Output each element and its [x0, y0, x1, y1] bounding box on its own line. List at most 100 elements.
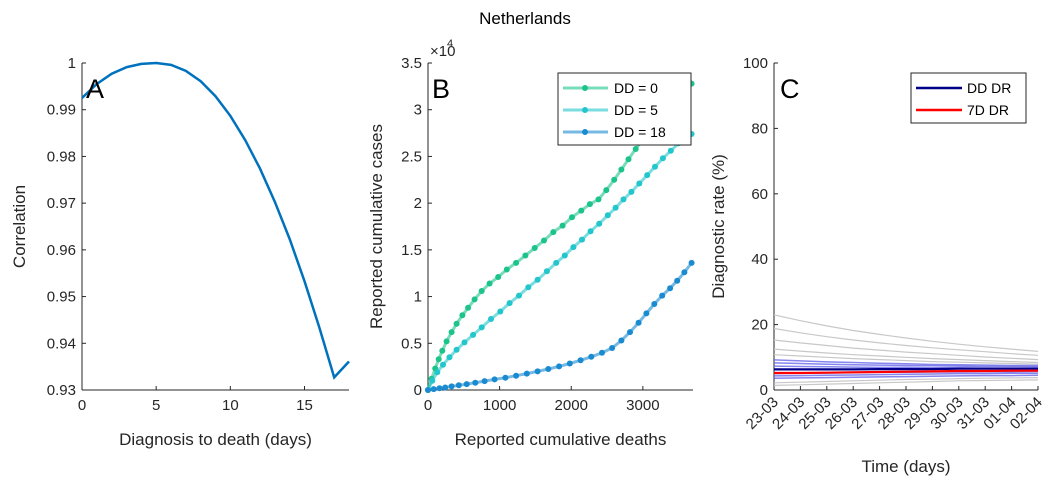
data-point	[588, 353, 595, 360]
series-line-1	[426, 132, 693, 391]
panel-label-c: C	[780, 74, 800, 104]
data-point	[442, 384, 449, 391]
gray-trajectory-line	[773, 339, 1039, 361]
data-point	[635, 319, 642, 326]
data-point	[478, 288, 485, 294]
data-point	[434, 369, 441, 376]
y-tick-label: 1	[414, 289, 422, 306]
data-point	[448, 383, 455, 390]
gray-trajectory-line	[773, 327, 1039, 356]
legend-entry: DD = 0	[614, 80, 658, 96]
data-point	[513, 259, 520, 266]
band-trajectory-line	[773, 374, 1039, 379]
y-tick-label: 2.5	[401, 148, 422, 165]
data-point	[578, 207, 585, 214]
legend-b: DD = 0 DD = 5 DD = 18	[557, 72, 692, 146]
data-point	[463, 381, 470, 388]
y-tick-label: 0.95	[47, 289, 76, 306]
y-axis-label: Correlation	[10, 185, 29, 268]
data-point	[435, 356, 442, 363]
x-axis-label: Diagnosis to death (days)	[119, 430, 312, 449]
y-tick-label: 0.98	[47, 148, 76, 165]
data-point	[545, 366, 552, 372]
data-point	[541, 237, 547, 244]
data-point	[579, 236, 585, 243]
data-point	[618, 337, 625, 344]
y-tick-label: 0.94	[47, 335, 76, 352]
data-point	[448, 329, 455, 336]
legend-entry: DD DR	[967, 80, 1011, 96]
correlation-line	[81, 61, 350, 380]
data-point	[534, 276, 541, 283]
data-point	[659, 155, 666, 162]
data-point	[643, 310, 650, 317]
data-point	[556, 363, 563, 370]
data-point	[625, 156, 632, 163]
panel-c: 02040608010023-0324-0325-0326-0327-0328-…	[709, 55, 1046, 476]
data-point	[525, 284, 532, 291]
data-point	[586, 201, 593, 208]
data-point	[478, 324, 485, 331]
data-point	[522, 252, 529, 259]
x-tick-label: 2000	[555, 397, 588, 414]
gray-trajectory-line	[773, 377, 1039, 384]
data-point	[569, 214, 575, 221]
y-tick-label: 1	[68, 55, 76, 72]
y-tick-label: 0.5	[401, 335, 422, 352]
x-tick-label: 0	[78, 397, 86, 414]
y-tick-label: 60	[751, 186, 768, 203]
data-point	[628, 188, 635, 195]
data-point	[430, 386, 437, 393]
data-point	[688, 259, 695, 266]
y-tick-label: 0.93	[47, 382, 76, 399]
data-point	[488, 316, 494, 322]
legend-entry: 7D DR	[967, 102, 1009, 118]
band-trajectory-line	[773, 359, 1038, 367]
y-tick-label: 1.5	[401, 242, 422, 259]
data-point	[681, 269, 688, 276]
data-point	[550, 229, 557, 236]
data-point	[577, 357, 584, 364]
data-point	[523, 370, 530, 377]
data-point	[503, 266, 510, 273]
data-point	[620, 196, 627, 203]
data-point	[531, 245, 538, 251]
data-point	[609, 345, 616, 351]
y-multiplier: ×10	[430, 43, 455, 60]
data-point	[429, 377, 436, 384]
y-tick-label: 0	[760, 382, 768, 399]
x-axis-label: Time (days)	[861, 457, 950, 476]
band-trajectory-line	[773, 372, 1038, 377]
data-point	[604, 212, 611, 219]
data-point	[566, 360, 573, 367]
x-tick-label: 0	[424, 397, 432, 414]
data-point	[440, 361, 446, 368]
y-tick-label: 3.5	[401, 55, 422, 72]
x-tick-label: 5	[152, 397, 160, 414]
data-point	[439, 347, 446, 354]
data-point	[561, 252, 568, 259]
data-point	[465, 304, 472, 311]
y-tick-label: 0.96	[47, 242, 76, 259]
data-point	[596, 220, 603, 227]
data-point	[470, 331, 477, 338]
legend-marker	[582, 85, 588, 91]
y-tick-label: 0.97	[47, 195, 76, 212]
data-point	[446, 354, 453, 361]
y-tick-label: 40	[751, 251, 768, 268]
data-point	[651, 301, 658, 307]
legend-entry: DD = 18	[614, 124, 666, 140]
data-point	[570, 244, 577, 251]
data-point	[506, 300, 513, 307]
data-point	[443, 338, 450, 345]
data-point	[667, 147, 674, 154]
data-point	[587, 228, 594, 235]
data-point	[644, 172, 651, 179]
data-point	[632, 146, 639, 152]
series-line-1	[774, 369, 1038, 375]
y-tick-label: 2	[414, 195, 422, 212]
data-point	[495, 274, 502, 280]
data-point	[516, 292, 522, 299]
y-tick-label: 0	[414, 382, 422, 399]
